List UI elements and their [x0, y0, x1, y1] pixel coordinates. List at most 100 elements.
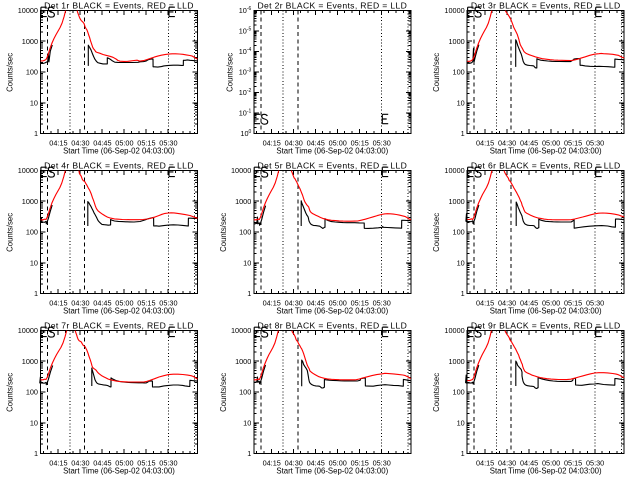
svg-text:05:15: 05:15 [137, 458, 155, 467]
svg-text:Start Time (06-Sep-02 04:03:00: Start Time (06-Sep-02 04:03:00) [276, 146, 388, 155]
svg-text:Counts/sec: Counts/sec [226, 53, 235, 92]
svg-text:Start Time (06-Sep-02 04:03:00: Start Time (06-Sep-02 04:03:00) [490, 466, 602, 475]
svg-text:05:15: 05:15 [137, 138, 155, 147]
svg-text:10: 10 [243, 418, 251, 427]
svg-text:10-2: 10-2 [239, 88, 252, 97]
svg-text:100: 100 [240, 129, 251, 138]
svg-text:04:45: 04:45 [307, 458, 325, 467]
svg-text:100: 100 [239, 228, 251, 237]
svg-text:1: 1 [461, 449, 465, 458]
svg-text:Det 4r BLACK = Events, RED = L: Det 4r BLACK = Events, RED = LLD [44, 160, 194, 170]
svg-text:Det 6r BLACK = Events, RED = L: Det 6r BLACK = Events, RED = LLD [471, 160, 621, 170]
svg-text:10: 10 [457, 98, 465, 107]
svg-text:05:00: 05:00 [542, 138, 560, 147]
svg-text:Det 9r BLACK = Events, RED = L: Det 9r BLACK = Events, RED = LLD [471, 320, 621, 330]
svg-text:10-6: 10-6 [239, 6, 252, 15]
svg-text:1000: 1000 [448, 37, 464, 46]
svg-text:100: 100 [453, 388, 465, 397]
svg-text:1: 1 [34, 289, 38, 298]
svg-text:Start Time (06-Sep-02 04:03:00: Start Time (06-Sep-02 04:03:00) [490, 146, 602, 155]
svg-text:05:15: 05:15 [351, 298, 369, 307]
svg-text:1: 1 [34, 449, 38, 458]
svg-text:1000: 1000 [22, 197, 38, 206]
svg-text:Counts/sec: Counts/sec [6, 373, 15, 412]
svg-text:05:00: 05:00 [329, 458, 347, 467]
svg-text:100: 100 [26, 228, 38, 237]
svg-text:05:00: 05:00 [115, 298, 133, 307]
svg-text:1: 1 [247, 449, 251, 458]
svg-text:Start Time (06-Sep-02 04:03:00: Start Time (06-Sep-02 04:03:00) [276, 466, 388, 475]
svg-text:100: 100 [26, 388, 38, 397]
svg-text:04:45: 04:45 [307, 298, 325, 307]
svg-text:04:15: 04:15 [49, 458, 67, 467]
svg-text:10000: 10000 [444, 326, 464, 335]
svg-text:04:15: 04:15 [263, 458, 281, 467]
svg-text:100: 100 [453, 68, 465, 77]
svg-text:05:30: 05:30 [586, 298, 604, 307]
svg-text:04:45: 04:45 [93, 458, 111, 467]
svg-text:Counts/sec: Counts/sec [6, 53, 15, 92]
svg-text:05:15: 05:15 [351, 138, 369, 147]
svg-text:Det 1r BLACK = Events, RED = L: Det 1r BLACK = Events, RED = LLD [44, 0, 194, 10]
svg-text:Start Time (06-Sep-02 04:03:00: Start Time (06-Sep-02 04:03:00) [63, 466, 175, 475]
svg-text:04:30: 04:30 [498, 298, 516, 307]
svg-text:10000: 10000 [18, 326, 38, 335]
svg-text:100: 100 [239, 388, 251, 397]
svg-text:1: 1 [34, 129, 38, 138]
svg-text:04:30: 04:30 [498, 458, 516, 467]
svg-text:04:45: 04:45 [520, 138, 538, 147]
svg-text:1: 1 [461, 289, 465, 298]
svg-text:Counts/sec: Counts/sec [219, 373, 228, 412]
svg-text:04:30: 04:30 [71, 458, 89, 467]
svg-text:05:30: 05:30 [586, 458, 604, 467]
svg-text:Counts/sec: Counts/sec [432, 213, 441, 252]
svg-text:04:30: 04:30 [71, 298, 89, 307]
svg-text:Counts/sec: Counts/sec [432, 53, 441, 92]
svg-text:Det 8r BLACK = Events, RED = L: Det 8r BLACK = Events, RED = LLD [257, 320, 407, 330]
svg-text:10000: 10000 [444, 6, 464, 15]
svg-text:10000: 10000 [231, 166, 251, 175]
svg-text:05:15: 05:15 [564, 138, 582, 147]
svg-text:05:00: 05:00 [329, 138, 347, 147]
svg-text:Det 2r BLACK = Events, RED = L: Det 2r BLACK = Events, RED = LLD [257, 0, 407, 10]
svg-text:05:30: 05:30 [373, 138, 391, 147]
svg-text:04:30: 04:30 [71, 138, 89, 147]
svg-text:05:30: 05:30 [159, 138, 177, 147]
svg-text:1000: 1000 [448, 357, 464, 366]
svg-text:Det 5r BLACK = Events, RED = L: Det 5r BLACK = Events, RED = LLD [257, 160, 407, 170]
svg-text:04:15: 04:15 [263, 298, 281, 307]
svg-text:10: 10 [30, 98, 38, 107]
svg-text:04:15: 04:15 [263, 138, 281, 147]
svg-text:10: 10 [30, 418, 38, 427]
svg-text:10: 10 [457, 258, 465, 267]
svg-text:04:30: 04:30 [285, 138, 303, 147]
svg-text:100: 100 [26, 68, 38, 77]
svg-text:Start Time (06-Sep-02 04:03:00: Start Time (06-Sep-02 04:03:00) [63, 146, 175, 155]
svg-text:1: 1 [461, 129, 465, 138]
svg-text:Counts/sec: Counts/sec [6, 213, 15, 252]
svg-text:10000: 10000 [231, 326, 251, 335]
svg-text:05:00: 05:00 [542, 298, 560, 307]
svg-text:04:45: 04:45 [93, 138, 111, 147]
svg-text:04:45: 04:45 [93, 298, 111, 307]
svg-text:Start Time (06-Sep-02 04:03:00: Start Time (06-Sep-02 04:03:00) [276, 306, 388, 315]
svg-text:Counts/sec: Counts/sec [219, 213, 228, 252]
svg-text:04:45: 04:45 [520, 298, 538, 307]
svg-text:10-1: 10-1 [239, 108, 252, 117]
svg-text:1000: 1000 [22, 37, 38, 46]
svg-text:10000: 10000 [444, 166, 464, 175]
svg-text:1000: 1000 [235, 197, 251, 206]
svg-text:Start Time (06-Sep-02 04:03:00: Start Time (06-Sep-02 04:03:00) [63, 306, 175, 315]
svg-text:Det 3r BLACK = Events, RED = L: Det 3r BLACK = Events, RED = LLD [471, 0, 621, 10]
svg-text:04:15: 04:15 [476, 298, 494, 307]
svg-text:05:30: 05:30 [373, 298, 391, 307]
svg-text:10000: 10000 [18, 6, 38, 15]
svg-text:05:30: 05:30 [586, 138, 604, 147]
svg-text:10000: 10000 [18, 166, 38, 175]
svg-text:05:30: 05:30 [159, 298, 177, 307]
svg-text:04:30: 04:30 [498, 138, 516, 147]
svg-text:1000: 1000 [448, 197, 464, 206]
svg-text:Counts/sec: Counts/sec [432, 373, 441, 412]
svg-text:Start Time (06-Sep-02 04:03:00: Start Time (06-Sep-02 04:03:00) [490, 306, 602, 315]
svg-text:10-4: 10-4 [239, 47, 252, 56]
